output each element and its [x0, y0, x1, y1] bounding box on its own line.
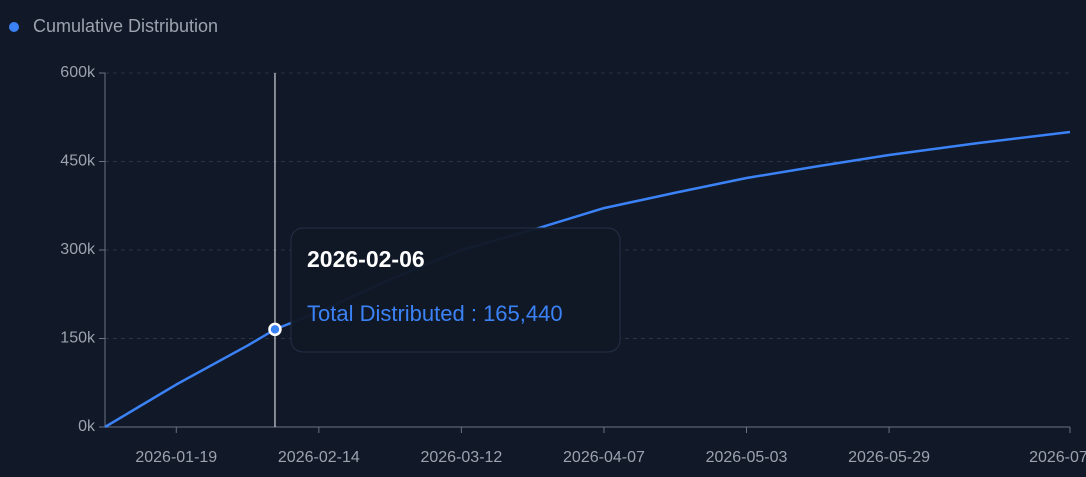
x-tick-label: 2026-05-29 — [848, 449, 930, 466]
y-tick-label: 450k — [60, 153, 96, 170]
x-tick-label: 2026-07-01 — [1029, 449, 1086, 466]
y-tick-label: 0k — [78, 418, 96, 435]
legend-label: Cumulative Distribution — [33, 16, 218, 36]
x-tick-label: 2026-01-19 — [135, 449, 217, 466]
x-tick-label: 2026-04-07 — [563, 449, 645, 466]
tooltip-text: Total Distributed : 165,440 — [307, 301, 563, 326]
tooltip-box — [290, 227, 621, 353]
legend-marker — [9, 22, 19, 32]
y-tick-label: 300k — [60, 241, 96, 258]
hover-point — [268, 322, 282, 337]
x-tick-label: 2026-05-03 — [706, 449, 788, 466]
tooltip-title: 2026-02-06 — [307, 246, 425, 272]
y-tick-label: 150k — [60, 330, 96, 347]
y-tick-label: 600k — [60, 64, 96, 81]
x-tick-label: 2026-02-14 — [278, 449, 360, 466]
x-tick-label: 2026-03-12 — [420, 449, 502, 466]
